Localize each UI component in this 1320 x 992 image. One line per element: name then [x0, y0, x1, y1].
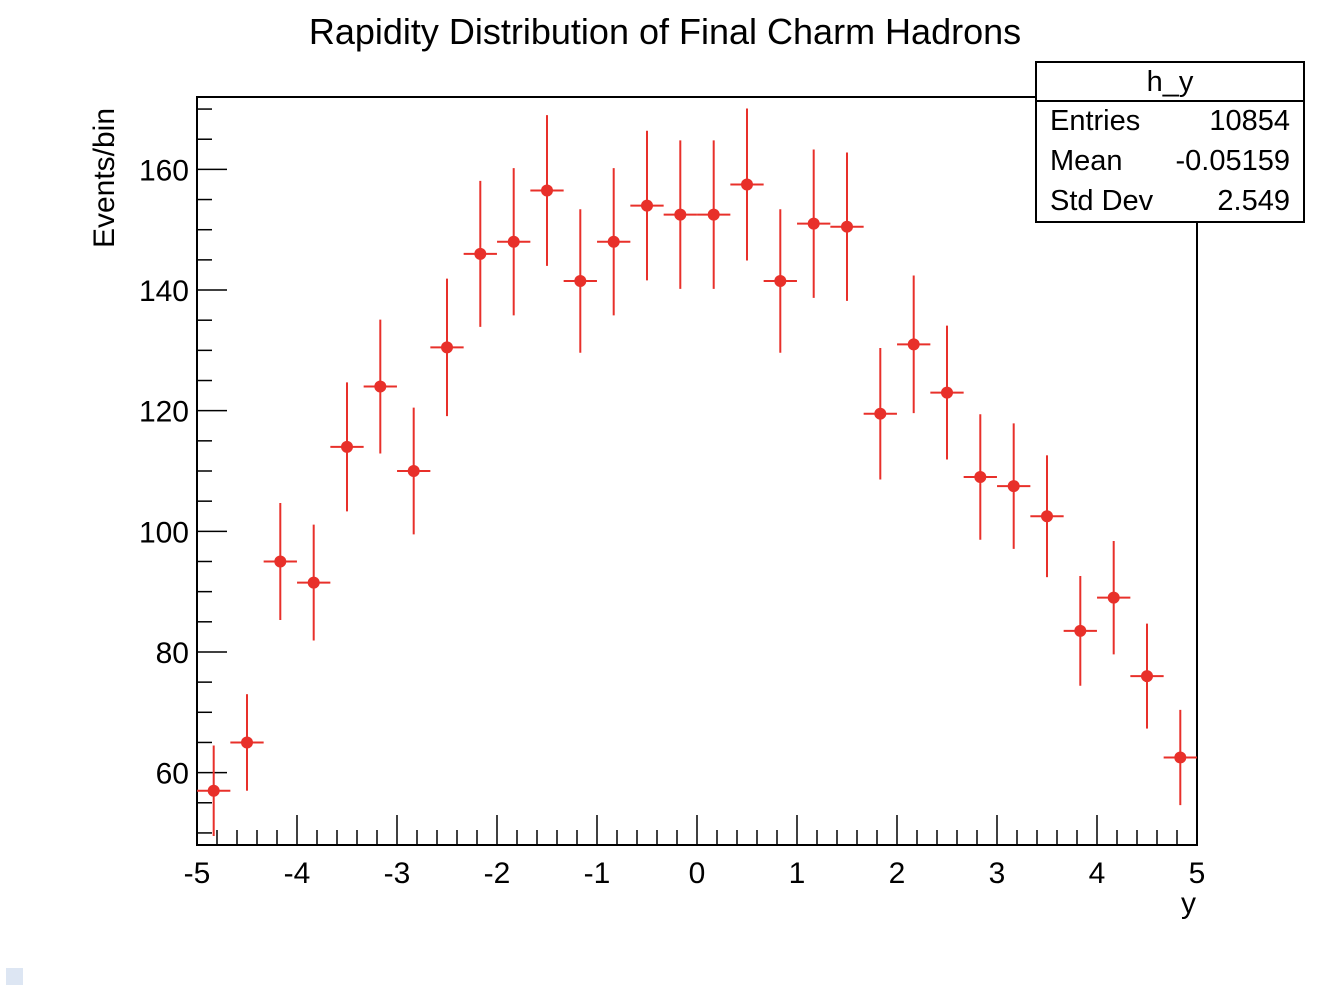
- data-point-group: [397, 407, 431, 535]
- x-tick-label: -4: [284, 857, 311, 890]
- stats-entries-label: Entries: [1050, 105, 1140, 137]
- data-point-group: [997, 423, 1031, 549]
- data-point-group: [363, 319, 397, 454]
- data-point-group: [630, 130, 664, 281]
- data-series: [197, 108, 1197, 836]
- data-point: [341, 440, 353, 453]
- data-point: [307, 576, 320, 589]
- data-point: [941, 386, 953, 399]
- data-point: [541, 184, 553, 197]
- data-point: [1007, 480, 1020, 493]
- data-point: [774, 274, 787, 287]
- data-point-group: [963, 414, 997, 540]
- data-point: [974, 471, 987, 484]
- x-axis: -5 -4 -3 -2 -1 0 1 2 3 4 5: [184, 815, 1206, 890]
- y-tick-label: 120: [139, 396, 189, 429]
- data-point-group: [1163, 709, 1197, 806]
- chart-title: Rapidity Distribution of Final Charm Had…: [309, 11, 1021, 52]
- y-tick-label: 140: [139, 275, 189, 308]
- x-tick-label: -1: [584, 857, 611, 890]
- data-point-group: [297, 524, 331, 641]
- stats-stddev-value: 2.549: [1217, 185, 1290, 217]
- data-point-group: [697, 140, 731, 289]
- data-point-group: [897, 275, 931, 414]
- data-point-group: [930, 325, 964, 460]
- x-tick-label: 5: [1189, 857, 1206, 890]
- data-point: [874, 407, 887, 420]
- stats-stddev-label: Std Dev: [1050, 185, 1154, 217]
- stats-mean-value: -0.05159: [1176, 145, 1291, 177]
- data-point-group: [730, 108, 764, 261]
- data-point-group: [763, 209, 797, 353]
- data-point-group: [830, 152, 864, 301]
- data-point: [1141, 670, 1153, 683]
- data-point-group: [263, 502, 297, 620]
- canvas-corner-marker: [6, 968, 23, 985]
- data-point-group: [497, 168, 531, 316]
- stats-entries-value: 10854: [1209, 105, 1290, 137]
- data-point-group: [597, 168, 631, 316]
- data-point: [607, 235, 620, 248]
- data-point: [674, 208, 687, 221]
- data-point: [1074, 624, 1087, 637]
- y-tick-label: 160: [139, 154, 189, 187]
- data-point: [507, 235, 520, 248]
- data-point-group: [430, 278, 464, 417]
- data-point: [241, 736, 253, 749]
- data-point-group: [1063, 575, 1097, 686]
- data-point-group: [663, 140, 697, 289]
- y-axis-label: Events/bin: [88, 108, 121, 248]
- data-point: [841, 220, 853, 233]
- data-point: [407, 465, 420, 477]
- y-tick-label: 80: [156, 637, 189, 670]
- x-tick-label: 1: [789, 857, 806, 890]
- data-point-group: [463, 180, 497, 327]
- stats-box-frame: [1035, 61, 1305, 223]
- data-point-group: [1097, 540, 1131, 655]
- x-tick-label: -3: [384, 857, 411, 890]
- data-point: [574, 274, 587, 287]
- x-tick-label: 3: [989, 857, 1006, 890]
- data-point-group: [863, 347, 897, 480]
- x-tick-label: 4: [1089, 857, 1106, 890]
- y-tick-label: 60: [156, 758, 189, 791]
- y-tick-label: 100: [139, 516, 189, 549]
- data-point-group: [797, 149, 831, 298]
- data-point: [807, 217, 820, 230]
- x-tick-label: 2: [889, 857, 906, 890]
- data-point: [1174, 751, 1187, 764]
- data-point: [474, 247, 487, 260]
- x-tick-label: -2: [484, 857, 511, 890]
- x-axis-label: y: [1181, 887, 1196, 920]
- data-point-group: [330, 382, 364, 512]
- data-point: [741, 178, 753, 191]
- data-point-group: [1030, 455, 1064, 578]
- stats-histogram-name: h_y: [1147, 66, 1194, 98]
- y-axis: 60 80 100 120 140 160: [139, 108, 227, 834]
- data-point-group: [563, 209, 597, 353]
- data-point: [1107, 591, 1120, 604]
- stats-mean-label: Mean: [1050, 145, 1123, 177]
- x-tick-label: 0: [689, 857, 706, 890]
- data-point: [641, 199, 653, 212]
- data-point: [707, 208, 720, 221]
- data-point: [374, 380, 387, 393]
- data-point: [907, 338, 920, 351]
- data-point: [1041, 510, 1053, 523]
- data-point: [274, 555, 287, 568]
- data-point-group: [1130, 623, 1164, 729]
- data-point: [441, 341, 453, 354]
- x-tick-label: -5: [184, 857, 211, 890]
- data-point-group: [197, 745, 231, 836]
- data-point-group: [530, 115, 564, 266]
- data-point-group: [230, 694, 264, 791]
- stats-box: h_y Entries 10854 Mean -0.05159 Std Dev …: [1035, 61, 1305, 223]
- data-point: [207, 784, 220, 797]
